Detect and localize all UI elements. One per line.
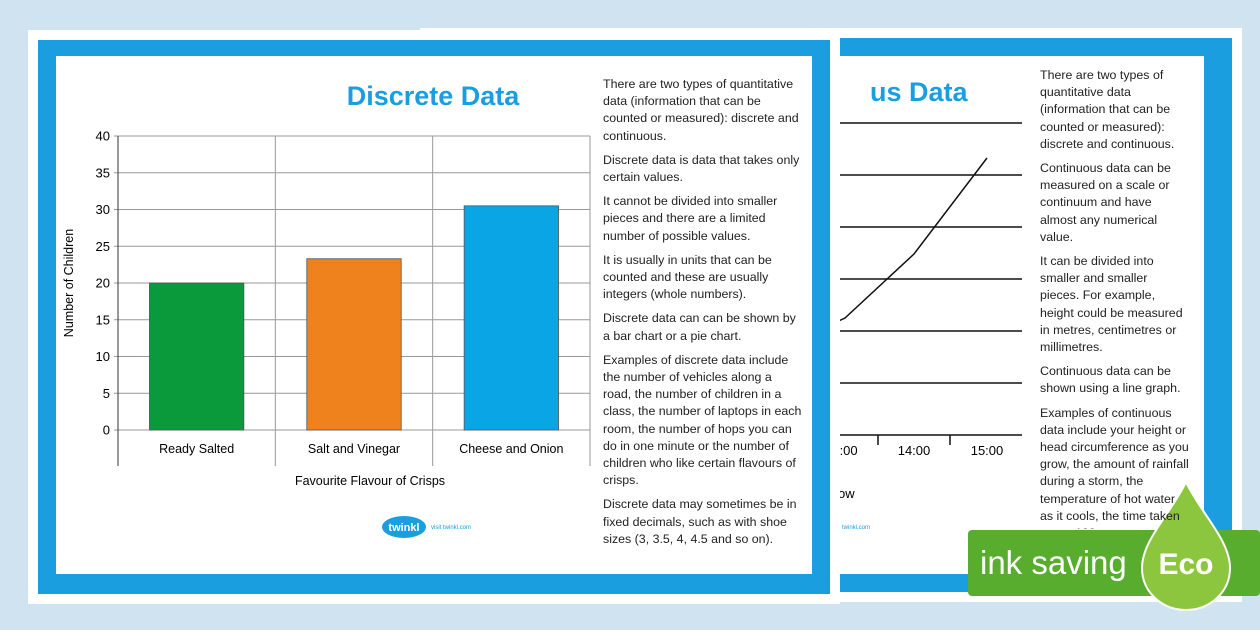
y-tick-label: 15	[96, 312, 110, 327]
logo-url: visit twinkl.com	[431, 525, 471, 531]
back-x-tick: 14:00	[898, 443, 931, 458]
y-tick-label: 10	[96, 349, 110, 364]
badge-eco: Eco	[1158, 548, 1213, 581]
front-text: There are two types of quantitative data…	[603, 76, 803, 571]
back-text: There are two types of quantitative data…	[1040, 67, 1190, 529]
badge-text: ink saving	[980, 544, 1127, 581]
paragraph: It is usually in units that can be count…	[603, 252, 772, 302]
y-tick-label: 20	[96, 276, 110, 291]
y-tick-label: 30	[96, 202, 110, 217]
chart-title: Discrete Data	[347, 81, 521, 111]
bar	[463, 205, 559, 431]
back-x-label: ow	[838, 486, 855, 501]
paragraph: Examples of discrete data include the nu…	[603, 352, 802, 488]
bar	[149, 282, 245, 431]
badge-leaf	[1140, 479, 1232, 612]
paragraph: It cannot be divided into smaller pieces…	[603, 194, 778, 243]
back-x-tick: 15:00	[971, 443, 1004, 458]
paragraph: Discrete data can can be shown by a bar …	[603, 311, 796, 343]
paragraph: Examples of continuous data include your…	[1040, 405, 1189, 529]
back-title: us Data	[870, 77, 969, 107]
paragraph: There are two types of quantitative data…	[1040, 68, 1175, 151]
logo-cloud	[382, 516, 426, 538]
back-grid	[820, 122, 1022, 445]
x-tick-label: Salt and Vinegar	[308, 442, 400, 456]
paragraph: Continuous data can be measured on a sca…	[1040, 161, 1171, 244]
logo-text: twinkl	[388, 522, 419, 534]
logo: twinkl visit twinkl.com	[382, 516, 471, 538]
y-tick-label: 5	[103, 386, 110, 401]
x-axis-label: Favourite Flavour of Crisps	[295, 474, 445, 488]
y-tick-label: 35	[96, 165, 110, 180]
back-logo-url: twinkl.com	[842, 525, 870, 531]
paragraph: Discrete data may sometimes be in fixed …	[603, 497, 797, 546]
paragraph: Continuous data can be shown using a lin…	[1040, 364, 1181, 396]
y-tick-label: 40	[96, 129, 110, 144]
y-axis-label: Number of Children	[62, 229, 76, 337]
plot: 0 5 10 15 20 25 30 35 40 Ready Salted Salt and Vin…	[96, 129, 591, 466]
x-tick-label: Ready Salted	[159, 442, 234, 456]
paragraph: It can be divided into smaller and small…	[1040, 254, 1183, 355]
paragraph: There are two types of quantitative data…	[603, 77, 799, 143]
bar	[306, 258, 402, 431]
y-tick-label: 25	[96, 239, 110, 254]
x-tick-label: Cheese and Onion	[459, 442, 563, 456]
y-tick-label: 0	[103, 423, 110, 438]
paragraph: Discrete data is data that takes only ce…	[603, 152, 800, 185]
